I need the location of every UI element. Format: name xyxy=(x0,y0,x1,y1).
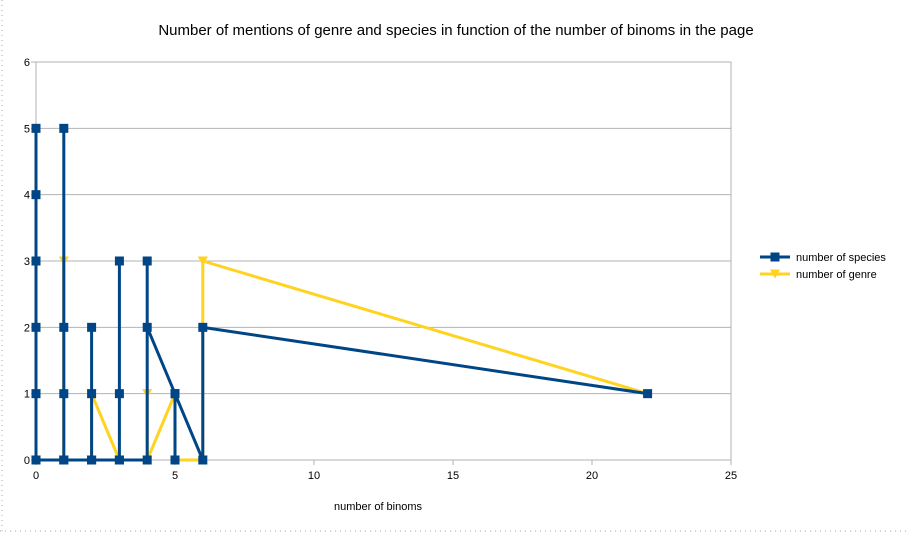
series-1 xyxy=(31,256,653,465)
data-point xyxy=(114,256,124,266)
x-axis-ticks: 0 5 10 15 20 25 xyxy=(33,460,737,482)
data-point xyxy=(142,322,152,332)
data-point xyxy=(31,389,41,399)
y-tick-label: 4 xyxy=(24,190,30,202)
data-point xyxy=(31,322,41,332)
series-0 xyxy=(31,123,653,465)
data-point xyxy=(197,256,208,266)
data-point xyxy=(170,455,180,465)
data-point xyxy=(31,455,41,465)
data-point xyxy=(198,322,208,332)
x-tick-label: 20 xyxy=(586,470,598,482)
y-tick-label: 6 xyxy=(24,57,30,69)
data-point xyxy=(87,389,97,399)
data-point xyxy=(142,256,152,266)
legend-item: number of species xyxy=(760,252,886,264)
legend-marker xyxy=(770,252,780,262)
data-point xyxy=(59,322,69,332)
data-point xyxy=(114,455,124,465)
legend: number of species number of genre xyxy=(760,252,886,281)
data-point xyxy=(31,123,41,133)
x-axis-label: number of binoms xyxy=(334,501,423,513)
y-tick-label: 3 xyxy=(24,256,30,268)
y-tick-label: 5 xyxy=(24,123,30,135)
legend-label: number of genre xyxy=(796,269,877,281)
data-point xyxy=(59,455,69,465)
data-point xyxy=(59,123,69,133)
y-tick-label: 0 xyxy=(24,455,30,467)
x-tick-label: 25 xyxy=(725,470,737,482)
data-point xyxy=(114,389,124,399)
data-point xyxy=(31,190,41,200)
x-tick-label: 0 xyxy=(33,470,39,482)
x-tick-label: 5 xyxy=(172,470,178,482)
data-point xyxy=(31,256,41,266)
legend-label: number of species xyxy=(796,252,886,264)
gridlines xyxy=(36,61,731,461)
data-point xyxy=(59,389,69,399)
x-tick-label: 15 xyxy=(447,470,459,482)
x-tick-label: 10 xyxy=(308,470,320,482)
series-line xyxy=(34,126,648,462)
y-tick-label: 1 xyxy=(24,389,30,401)
legend-marker xyxy=(770,269,780,279)
series-line xyxy=(34,259,649,462)
data-point xyxy=(170,389,180,399)
data-point xyxy=(87,455,97,465)
series-layer xyxy=(31,123,653,465)
legend-item: number of genre xyxy=(760,269,877,281)
data-point xyxy=(198,455,208,465)
data-point xyxy=(87,322,97,332)
y-tick-label: 2 xyxy=(24,322,30,334)
data-point xyxy=(643,389,653,399)
data-point xyxy=(142,455,152,465)
chart-title: Number of mentions of genre and species … xyxy=(158,22,753,39)
